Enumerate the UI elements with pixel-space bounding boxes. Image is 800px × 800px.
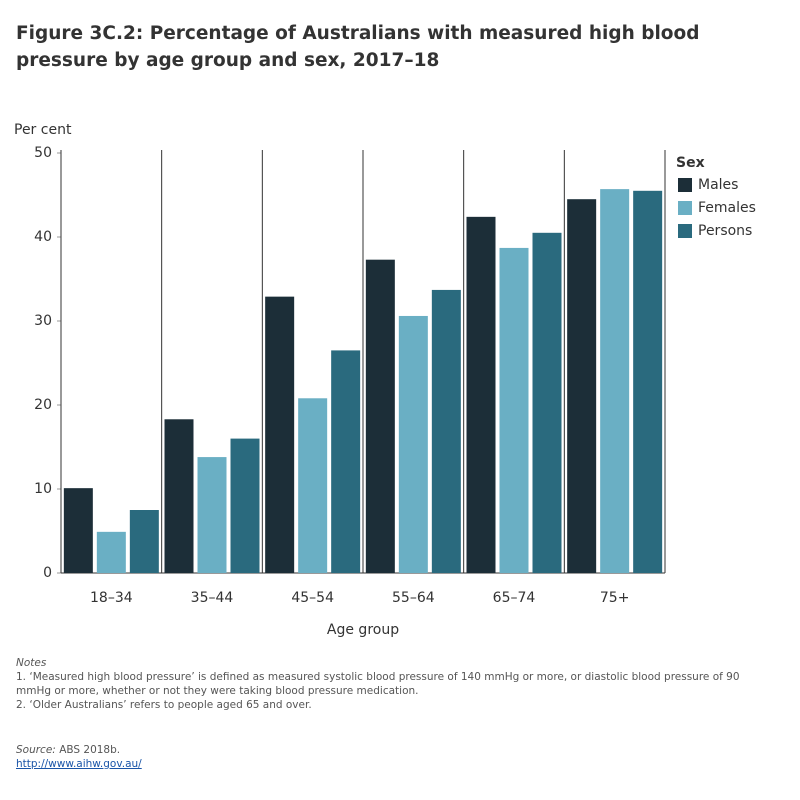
- notes: Notes 1. ‘Measured high blood pressure’ …: [16, 656, 776, 712]
- y-tick-label: 40: [34, 229, 52, 245]
- bar: [129, 510, 159, 573]
- notes-heading: Notes: [16, 657, 47, 669]
- bar: [567, 199, 597, 573]
- legend-swatch: [678, 224, 692, 238]
- legend-title: Sex: [676, 155, 705, 171]
- y-tick-label: 30: [34, 313, 52, 329]
- url-link[interactable]: http://www.aihw.gov.au/: [16, 758, 142, 770]
- bar: [431, 289, 461, 573]
- bar: [331, 350, 361, 573]
- source-text: ABS 2018b.: [59, 744, 121, 756]
- x-tick-label: 35–44: [191, 590, 234, 606]
- bar: [96, 531, 126, 573]
- source: Source: ABS 2018b. http://www.aihw.gov.a…: [16, 743, 776, 771]
- bar: [230, 438, 260, 573]
- y-tick-label: 50: [34, 145, 52, 161]
- bar: [63, 488, 93, 573]
- bar: [265, 296, 295, 573]
- y-tick-label: 20: [34, 397, 52, 413]
- note: 2. ‘Older Australians’ refers to people …: [16, 699, 312, 711]
- bar: [633, 190, 663, 574]
- x-tick-label: 45–54: [291, 590, 334, 606]
- bar: [600, 189, 630, 573]
- bar: [466, 216, 496, 573]
- legend-swatch: [678, 178, 692, 192]
- y-axis-label: Per cent: [14, 122, 72, 138]
- bar: [532, 232, 562, 574]
- note: 1. ‘Measured high blood pressure’ is def…: [16, 671, 740, 697]
- legend-label: Persons: [698, 223, 752, 239]
- legend-label: Males: [698, 177, 738, 193]
- y-tick-label: 0: [43, 565, 52, 581]
- chart-title: Figure 3C.2: Percentage of Australians w…: [16, 23, 700, 71]
- source-label: Source:: [16, 744, 56, 756]
- bar: [298, 398, 328, 573]
- x-tick-label: 65–74: [493, 590, 536, 606]
- legend-label: Females: [698, 200, 756, 216]
- bar: [398, 315, 428, 573]
- bar: [197, 457, 227, 573]
- legend-swatch: [678, 201, 692, 215]
- x-tick-label: 75+: [600, 590, 630, 606]
- x-axis-label: Age group: [327, 622, 399, 638]
- x-tick-label: 18–34: [90, 590, 133, 606]
- bar: [499, 247, 529, 574]
- x-tick-label: 55–64: [392, 590, 435, 606]
- y-tick-label: 10: [34, 481, 52, 497]
- bar: [164, 419, 194, 573]
- bar: [365, 259, 395, 573]
